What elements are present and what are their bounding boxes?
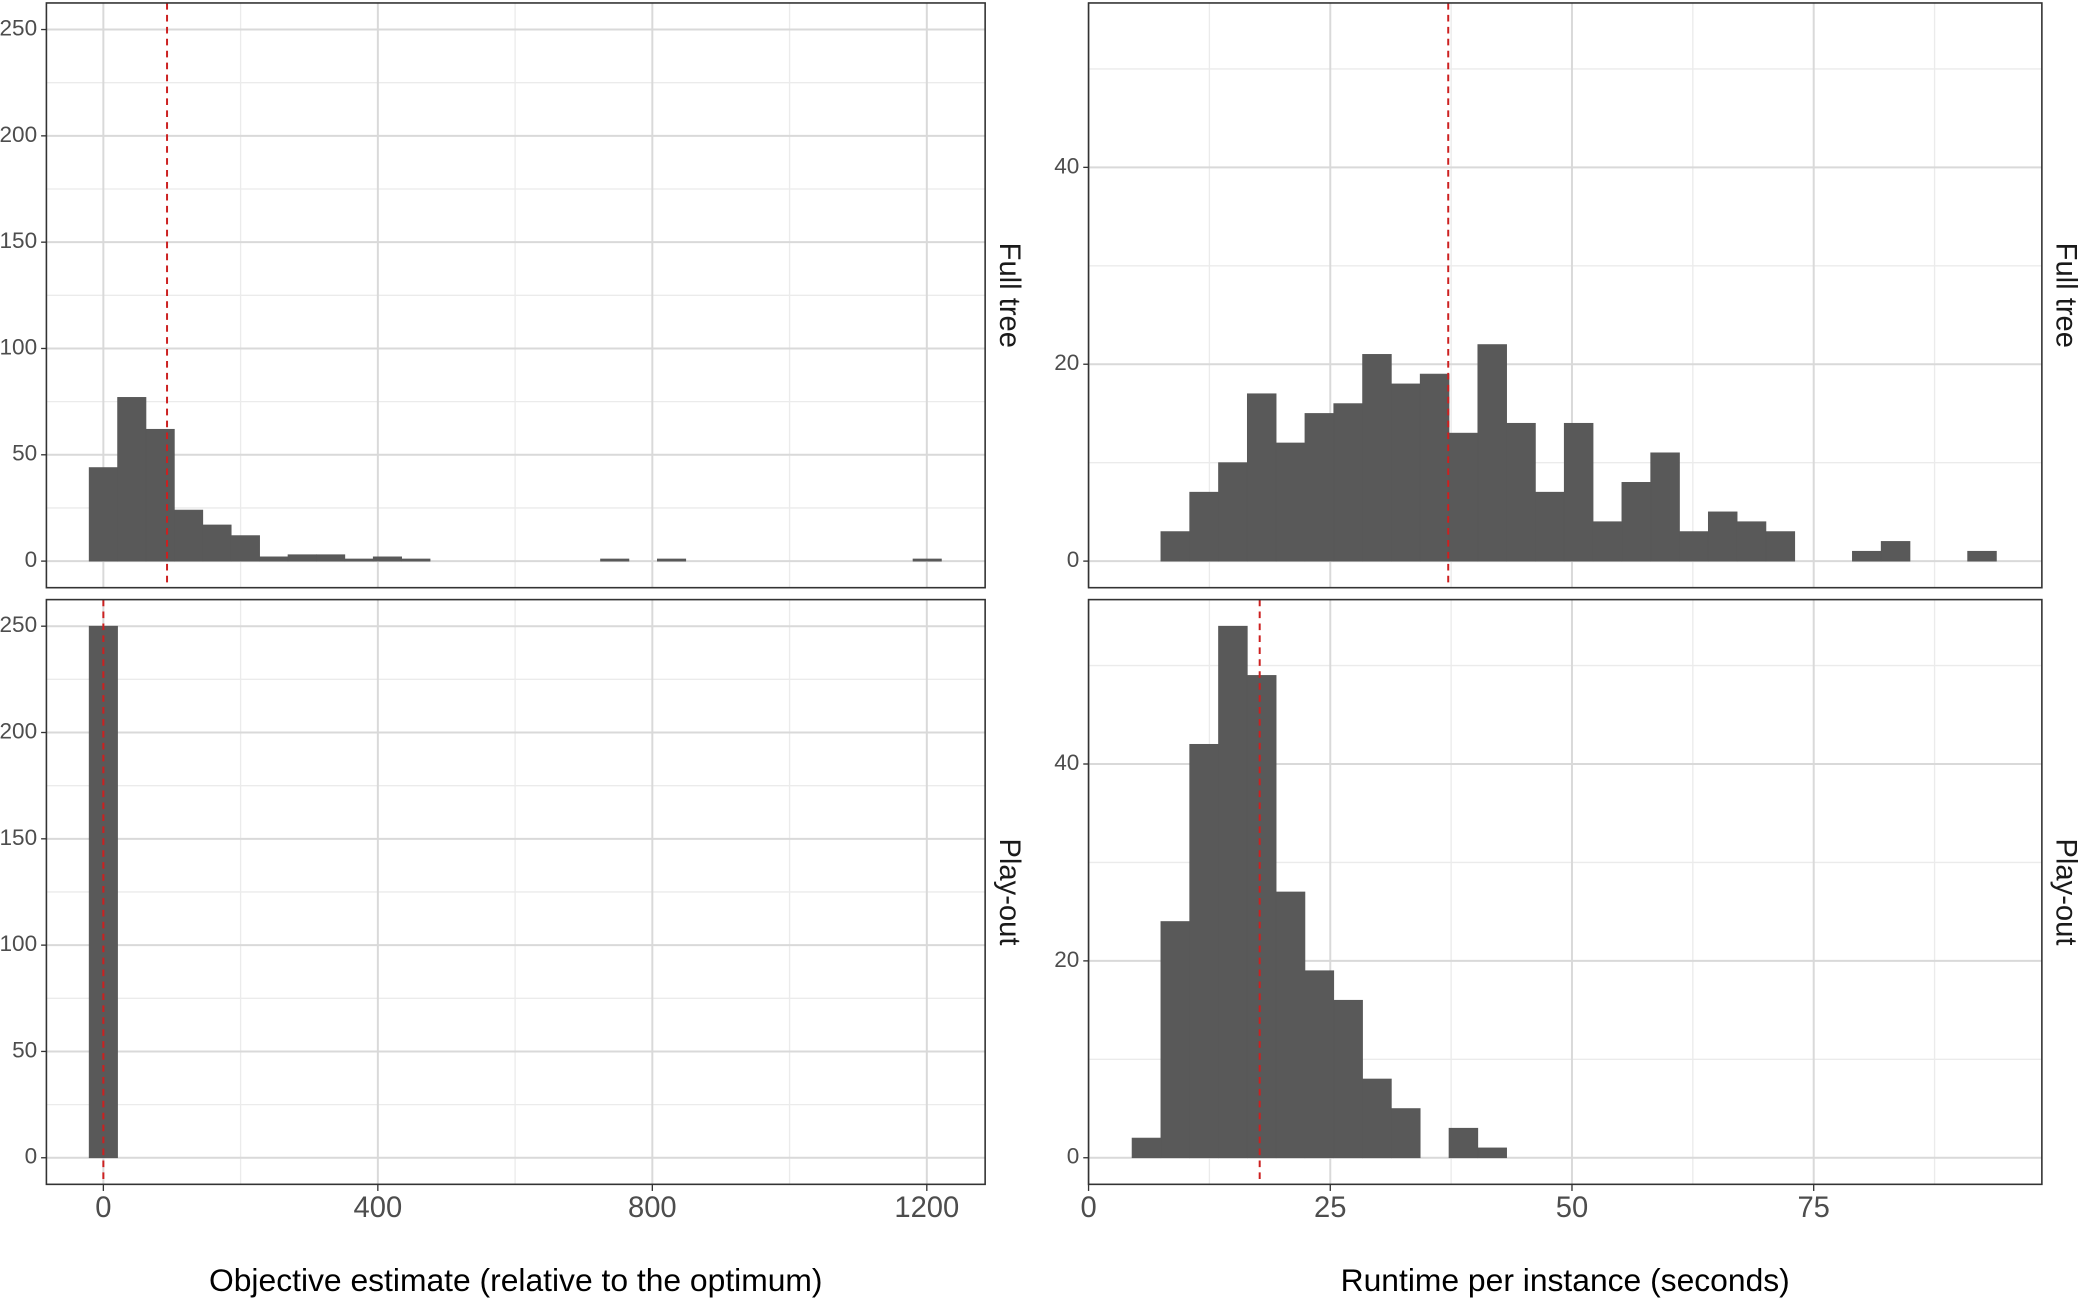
bar (1160, 531, 1191, 562)
bar (401, 558, 431, 562)
bar (1246, 393, 1277, 562)
panel-border (45, 598, 986, 1186)
x-tick-label: 800 (628, 1192, 677, 1224)
bar (1391, 383, 1421, 562)
bar (174, 509, 204, 562)
bar (1218, 462, 1248, 562)
x-axis-label: Runtime per instance (seconds) (1341, 1262, 1790, 1298)
bar (1189, 743, 1219, 1159)
bar (1880, 541, 1911, 562)
x-tick-label: 1200 (894, 1192, 959, 1224)
x-tick-label: 25 (1314, 1192, 1346, 1224)
bar (1707, 511, 1738, 562)
bar (1535, 491, 1565, 562)
bar (1679, 531, 1709, 562)
bar (912, 558, 942, 562)
bar (1160, 921, 1191, 1159)
y-tick-label: 200 (0, 718, 37, 743)
bar (1967, 550, 1997, 562)
bar (1304, 970, 1335, 1159)
bar (1448, 1127, 1479, 1159)
bar (1650, 452, 1680, 562)
bar (1621, 482, 1652, 562)
bar (202, 524, 232, 562)
y-tick-label: 40 (1054, 153, 1079, 178)
bar (316, 554, 346, 562)
panel-border (1087, 598, 2043, 1186)
y-tick-label: 250 (0, 15, 37, 40)
bar (1189, 491, 1219, 562)
y-tick-label: 150 (0, 825, 37, 850)
bar (1362, 354, 1392, 562)
y-tick-label: 0 (1067, 1144, 1080, 1169)
bar (657, 558, 687, 562)
x-tick-label: 50 (1556, 1192, 1588, 1224)
bar (287, 554, 317, 562)
bar (1333, 999, 1363, 1159)
facet-label: Play-out (993, 838, 1025, 945)
bar (1852, 550, 1882, 562)
bar (1506, 422, 1536, 562)
bar (1477, 344, 1507, 562)
y-tick-label: 50 (12, 1037, 37, 1062)
y-tick-label: 250 (0, 612, 37, 637)
bar (1218, 625, 1248, 1159)
y-tick-label: 100 (0, 931, 37, 956)
y-tick-label: 0 (1067, 547, 1080, 572)
bar (1477, 1147, 1507, 1159)
bar (117, 397, 147, 562)
bar (1333, 403, 1363, 562)
bar (1246, 675, 1277, 1159)
x-tick-label: 75 (1797, 1192, 1829, 1224)
bar (1391, 1108, 1421, 1159)
bar (1419, 373, 1450, 562)
y-tick-label: 50 (12, 441, 37, 466)
bar (344, 558, 374, 562)
bar (1275, 442, 1306, 562)
bar (1131, 1137, 1162, 1159)
y-tick-label: 40 (1054, 750, 1079, 775)
bar (372, 556, 402, 562)
y-tick-label: 20 (1054, 947, 1079, 972)
x-tick-label: 0 (1080, 1192, 1096, 1224)
bar (600, 558, 630, 562)
facet-label: Full tree (2050, 243, 2079, 348)
facet-label: Play-out (2050, 838, 2079, 945)
y-tick-label: 100 (0, 334, 37, 359)
panel-border (45, 2, 986, 589)
bar (259, 556, 289, 562)
bar (1736, 521, 1767, 562)
bar (1275, 891, 1306, 1159)
y-tick-label: 20 (1054, 350, 1079, 375)
y-tick-label: 200 (0, 122, 37, 147)
facet-label: Full tree (993, 243, 1025, 348)
bar (145, 428, 175, 562)
bar (1448, 432, 1479, 562)
panel-border (1087, 2, 2043, 589)
y-tick-label: 0 (25, 1144, 38, 1169)
bar (1304, 413, 1335, 562)
x-tick-label: 0 (95, 1192, 111, 1224)
bar (1362, 1078, 1392, 1159)
x-axis-label: Objective estimate (relative to the opti… (209, 1262, 823, 1298)
bar (88, 467, 118, 562)
bar (1563, 422, 1594, 562)
x-tick-label: 400 (354, 1192, 403, 1224)
y-tick-label: 150 (0, 228, 37, 253)
bar (1592, 521, 1623, 562)
y-tick-label: 0 (25, 547, 38, 572)
bar (1765, 531, 1796, 562)
bar (230, 535, 260, 562)
